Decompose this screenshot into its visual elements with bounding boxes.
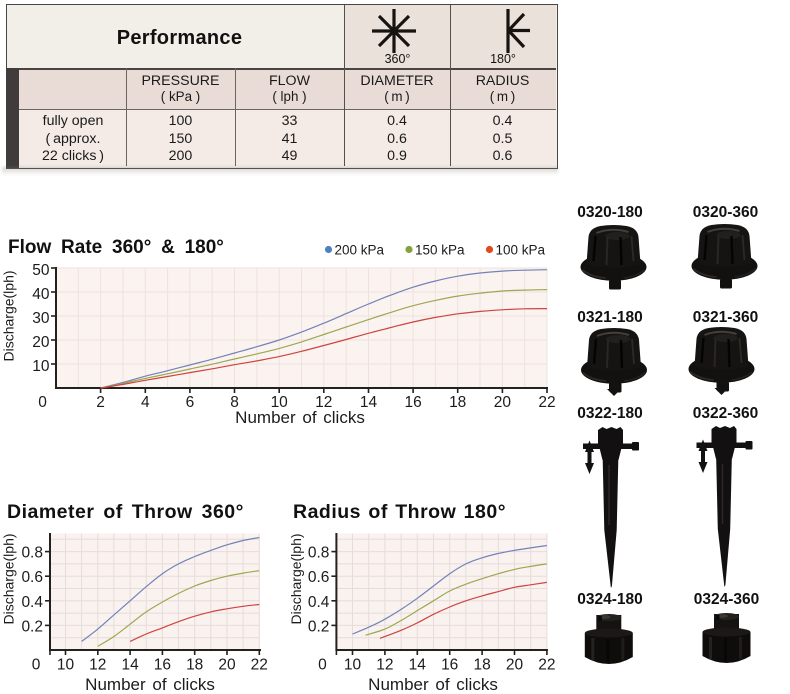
svg-text:Discharge(lph): Discharge(lph) — [290, 533, 304, 624]
svg-text:22: 22 — [251, 657, 268, 674]
svg-text:16: 16 — [154, 657, 171, 674]
svg-text:16: 16 — [441, 657, 458, 674]
svg-text:0.4: 0.4 — [308, 594, 330, 611]
svg-text:Number of clicks: Number of clicks — [235, 408, 365, 427]
svg-text:10: 10 — [32, 358, 50, 375]
svg-text:18: 18 — [186, 657, 203, 674]
svg-text:100 kPa: 100 kPa — [496, 243, 546, 258]
svg-text:14: 14 — [121, 657, 139, 674]
svg-text:10: 10 — [344, 657, 362, 674]
svg-text:0.4: 0.4 — [21, 594, 43, 611]
svg-text:14: 14 — [360, 394, 378, 411]
svg-text:22: 22 — [538, 657, 555, 674]
svg-text:18: 18 — [449, 394, 466, 411]
svg-text:16: 16 — [404, 394, 421, 411]
svg-text:Discharge(lph): Discharge(lph) — [1, 533, 17, 624]
svg-text:4: 4 — [141, 394, 150, 411]
svg-text:8: 8 — [230, 394, 239, 411]
svg-text:0.2: 0.2 — [21, 618, 43, 635]
svg-text:0.8: 0.8 — [21, 545, 43, 562]
svg-text:30: 30 — [32, 310, 50, 327]
svg-text:0.6: 0.6 — [308, 569, 330, 586]
svg-text:200 kPa: 200 kPa — [335, 243, 385, 258]
svg-text:10: 10 — [57, 657, 75, 674]
svg-text:18: 18 — [473, 657, 490, 674]
svg-text:150 kPa: 150 kPa — [415, 243, 465, 258]
svg-text:0.8: 0.8 — [308, 545, 330, 562]
svg-text:14: 14 — [409, 657, 427, 674]
svg-text:12: 12 — [315, 394, 332, 411]
svg-text:22: 22 — [538, 394, 555, 411]
svg-text:20: 20 — [218, 657, 236, 674]
svg-text:0.6: 0.6 — [21, 569, 43, 586]
svg-text:Discharge(lph): Discharge(lph) — [1, 270, 17, 361]
svg-text:Number of clicks: Number of clicks — [85, 675, 215, 694]
svg-text:20: 20 — [494, 394, 512, 411]
svg-text:6: 6 — [186, 394, 195, 411]
svg-text:Number of clicks: Number of clicks — [368, 675, 498, 694]
svg-text:0: 0 — [32, 657, 41, 674]
svg-text:2: 2 — [96, 394, 105, 411]
svg-text:20: 20 — [32, 334, 50, 351]
svg-text:0: 0 — [38, 394, 47, 411]
svg-text:12: 12 — [89, 657, 106, 674]
svg-text:10: 10 — [271, 394, 289, 411]
svg-text:40: 40 — [32, 286, 50, 303]
svg-text:0: 0 — [318, 657, 327, 674]
svg-text:0.2: 0.2 — [308, 618, 330, 635]
svg-text:12: 12 — [376, 657, 393, 674]
svg-text:20: 20 — [506, 657, 524, 674]
svg-text:50: 50 — [32, 262, 50, 279]
